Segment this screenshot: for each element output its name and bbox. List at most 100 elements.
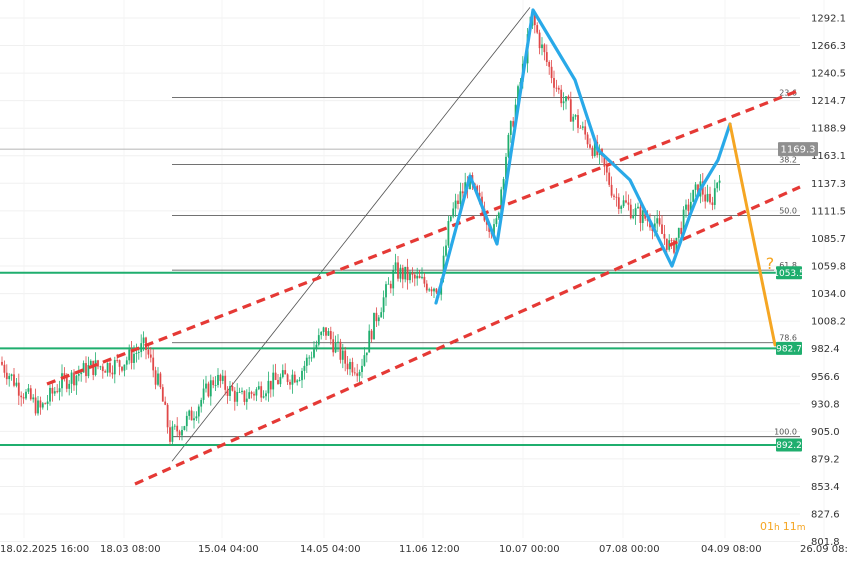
candle-body <box>10 374 13 376</box>
candle-body <box>178 431 181 436</box>
candle-body <box>255 389 258 396</box>
candle-body <box>245 398 248 402</box>
candle-body <box>685 204 687 210</box>
y-tick-label: 1059.8 <box>811 262 846 273</box>
candle-body <box>663 233 666 239</box>
candle-body <box>137 352 140 353</box>
channel-lower-line <box>134 185 801 486</box>
candle-body <box>680 227 683 234</box>
candle-body <box>574 115 577 117</box>
timer-minutes: 11 <box>783 520 797 533</box>
candle-body <box>195 416 198 419</box>
candle-body <box>49 387 51 402</box>
candle-body <box>392 270 395 289</box>
timer-h-unit: h <box>774 523 780 533</box>
candle-body <box>533 14 536 26</box>
candle-body <box>495 218 498 225</box>
candle-body <box>625 200 627 203</box>
candle-body <box>461 191 464 194</box>
candle-body <box>161 387 164 402</box>
candle-body <box>173 425 176 427</box>
candle-body <box>224 375 227 390</box>
candle-body <box>305 357 308 366</box>
candle-body <box>39 400 42 408</box>
candle-body <box>716 182 719 189</box>
y-tick-label: 956.6 <box>811 372 840 383</box>
candle-body <box>344 350 347 364</box>
candle-body <box>425 283 428 291</box>
y-tick-label: 1266.3 <box>811 41 846 52</box>
y-axis[interactable]: 1292.1 1266.3 1240.5 1214.7 1188.9 1163.1 1137… <box>811 14 846 549</box>
candle-body <box>711 202 714 205</box>
price-badge-label: 892.2 <box>776 441 802 451</box>
candle-body <box>493 224 495 235</box>
candle-body <box>181 429 183 436</box>
candle-body <box>617 197 620 209</box>
x-tick-label: 07.08 00:00 <box>599 544 660 555</box>
candle-body <box>382 297 385 313</box>
y-tick-label: 853.4 <box>811 482 840 493</box>
candle-body <box>442 255 445 279</box>
y-tick-label: 879.2 <box>811 454 840 465</box>
candle-body <box>207 383 210 397</box>
price-badge-label: 1053.5 <box>773 269 805 279</box>
candle-body <box>37 400 39 414</box>
candle-body <box>658 218 661 225</box>
candle-body <box>22 397 25 399</box>
candle-body <box>226 389 229 396</box>
candle-body <box>217 374 219 386</box>
candle-body <box>92 360 95 375</box>
candle-body <box>670 240 673 242</box>
candle-body <box>394 262 397 271</box>
candle-body <box>349 361 351 370</box>
candle-body <box>313 349 315 358</box>
candle-body <box>548 62 551 67</box>
y-tick-label: 827.6 <box>811 510 840 521</box>
candle-body <box>610 184 613 196</box>
candle-body <box>464 182 467 194</box>
candle-body <box>581 126 584 128</box>
candle-body <box>267 380 270 394</box>
candle-body <box>241 390 243 392</box>
candle-body <box>214 385 217 386</box>
candle-body <box>3 364 6 373</box>
candle-body <box>118 360 121 367</box>
candle-body <box>615 196 618 198</box>
candle-body <box>169 427 171 442</box>
candle-body <box>29 388 32 400</box>
candle-body <box>346 363 349 370</box>
candle-body <box>687 204 690 211</box>
candle-body <box>553 78 555 88</box>
candle-body <box>243 390 246 402</box>
candle-body <box>416 275 419 279</box>
x-axis[interactable]: 18.02.2025 16:00 18.03 08:00 15.04 04:00 14… <box>0 544 848 555</box>
candle-body <box>164 401 167 405</box>
candle-body <box>454 200 457 209</box>
candle-body <box>447 221 450 246</box>
fib-label: 78.6 <box>779 334 797 343</box>
candle-body <box>363 355 366 366</box>
candle-body <box>339 341 342 360</box>
candle-body <box>125 360 128 365</box>
candle-body <box>277 379 279 385</box>
candle-body <box>608 172 611 185</box>
candle-body <box>15 382 18 386</box>
price-badge <box>776 438 802 452</box>
candle-body <box>272 372 275 390</box>
candle-body <box>404 266 407 280</box>
candle-body <box>157 373 159 385</box>
candle-body <box>1 361 3 365</box>
candle-body <box>433 288 435 292</box>
candle-body <box>231 386 234 391</box>
candle-body <box>25 391 27 399</box>
candle-body <box>334 343 337 353</box>
candle-body <box>579 127 582 129</box>
candle-body <box>428 289 431 291</box>
candle-body <box>613 195 615 197</box>
candle-body <box>238 391 241 393</box>
candle-body <box>452 208 455 217</box>
fib-anchor-line <box>171 7 531 462</box>
candle-body <box>538 32 541 49</box>
candle-body <box>296 380 299 383</box>
